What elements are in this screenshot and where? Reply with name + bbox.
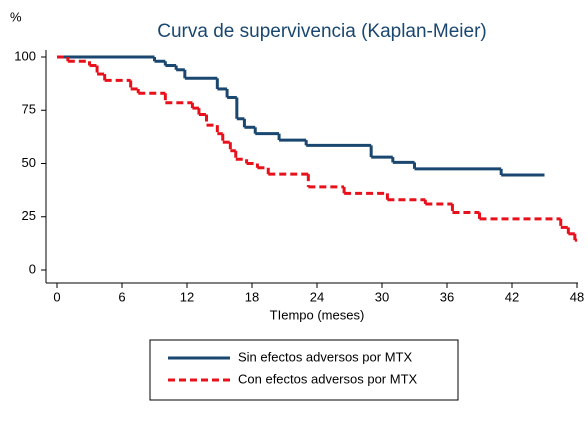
chart-title: Curva de supervivencia (Kaplan-Meier): [157, 21, 486, 42]
x-tick-label: 12: [180, 289, 194, 304]
x-tick-label: 48: [570, 289, 584, 304]
y-tick-label: 50: [22, 155, 36, 170]
y-tick-label: 100: [14, 48, 36, 63]
legend-box: [149, 339, 459, 401]
x-tick-label: 6: [118, 289, 125, 304]
x-tick-label: 30: [375, 289, 389, 304]
legend-label: Sin efectos adversos por MTX: [238, 349, 412, 364]
x-tick-label: 0: [53, 289, 60, 304]
y-tick-label: 25: [22, 208, 36, 223]
x-tick-label: 24: [310, 289, 324, 304]
x-tick-label: 42: [505, 289, 519, 304]
y-axis-label: %: [10, 9, 22, 24]
y-tick-label: 0: [29, 261, 36, 276]
legend-label: Con efectos adversos por MTX: [238, 371, 418, 386]
x-axis-label: TIempo (meses): [270, 307, 365, 322]
y-tick-label: 75: [22, 102, 36, 117]
x-tick-label: 18: [245, 289, 259, 304]
x-tick-label: 36: [440, 289, 454, 304]
